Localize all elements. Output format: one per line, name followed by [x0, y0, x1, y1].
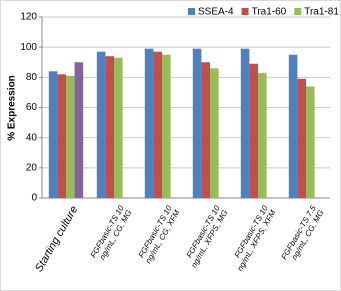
bar: [192, 48, 202, 198]
bar: [162, 54, 171, 199]
bar: [96, 51, 106, 198]
y-tick-label: 120: [20, 12, 37, 23]
bar: [114, 57, 123, 198]
y-tick-label: 40: [26, 132, 38, 143]
legend-swatch: [294, 8, 302, 15]
bar: [144, 48, 154, 198]
y-tick-label: 80: [26, 72, 38, 83]
bar: [153, 51, 162, 198]
bar: [210, 68, 219, 199]
legend-label: Tra1-81: [304, 7, 339, 18]
y-tick-label: 20: [26, 162, 38, 173]
legend-swatch: [188, 8, 195, 15]
y-tick-label: 100: [20, 42, 37, 53]
legend-label: SSEA-4: [198, 7, 234, 18]
bar: [258, 72, 267, 198]
bar: [48, 71, 58, 198]
bar: [105, 56, 114, 198]
bar: [201, 62, 210, 198]
bar: [240, 48, 250, 198]
bar: [74, 62, 84, 198]
y-axis-title: % Expression: [7, 75, 18, 141]
bar: [297, 78, 306, 198]
bar: [66, 75, 75, 198]
y-tick-label: 60: [26, 102, 38, 113]
y-tick-label: 0: [31, 193, 37, 204]
legend-swatch: [241, 8, 249, 15]
bar: [249, 63, 258, 199]
bar: [57, 74, 66, 198]
bar: [306, 86, 315, 198]
legend-label: Tra1-60: [252, 7, 287, 18]
bar: [288, 54, 298, 199]
